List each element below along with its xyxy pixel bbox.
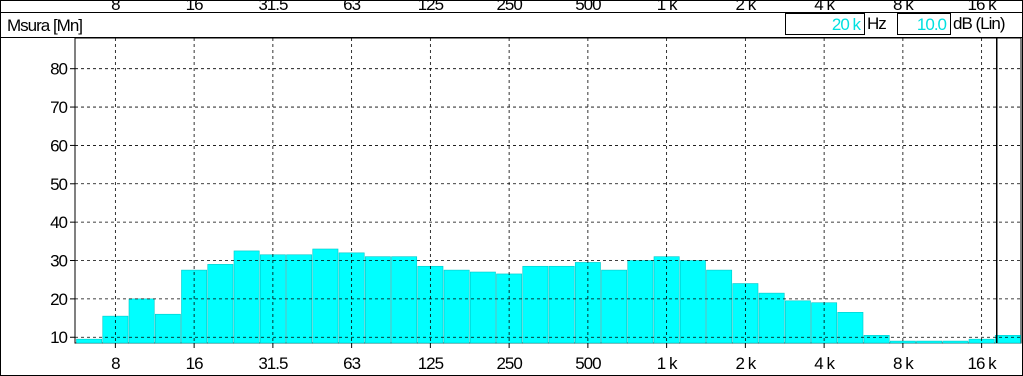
bar-20k <box>994 335 1021 344</box>
x-tick-label: 8 k <box>893 354 914 373</box>
x-tick-label: 16 <box>186 354 203 373</box>
y-tick-label: 30 <box>50 252 67 271</box>
bar-12.5k <box>942 340 969 344</box>
bar-25 <box>233 250 260 344</box>
y-tick-label: 10 <box>50 328 67 347</box>
bar-6.3k <box>863 335 890 344</box>
bar-10 <box>128 298 155 344</box>
spectrum-bar-chart[interactable]: 10 20 30 40 50 60 70 80 8 16 31.5 63 125 250 500 1 k 2 k… <box>0 38 1023 374</box>
chart-header: Msura [Mn] 20 k Hz 10.0 dB (Lin) <box>0 12 1023 38</box>
x-tick-label: 125 <box>418 354 444 373</box>
top-strip-label: 8 <box>111 0 120 12</box>
top-strip-label: 250 <box>496 0 522 12</box>
bar-100 <box>391 256 418 344</box>
x-tick-label: 2 k <box>736 354 757 373</box>
measurement-title: Msura [Mn] <box>7 16 83 35</box>
bar-800 <box>627 260 654 344</box>
bar-10k <box>916 340 943 344</box>
cursor-level-field[interactable]: 10.0 <box>897 13 951 35</box>
level-unit-label: dB (Lin) <box>953 14 1006 33</box>
top-strip-label: 8 k <box>893 0 914 12</box>
bar-1k <box>653 256 680 344</box>
x-tick-label: 250 <box>496 354 522 373</box>
bar-5k <box>837 312 864 344</box>
y-tick-label: 50 <box>50 175 67 194</box>
top-strip-label: 16 <box>186 0 203 12</box>
bar-3.15k <box>784 300 811 344</box>
x-tick-label: 16 k <box>968 354 998 373</box>
top-strip-label: 125 <box>418 0 444 12</box>
bar-1.25k <box>679 260 706 344</box>
bar-50 <box>312 248 339 344</box>
x-tick-label: 1 k <box>657 354 678 373</box>
top-strip-label: 4 k <box>814 0 835 12</box>
bar-200 <box>469 271 496 344</box>
bar-315 <box>522 265 549 344</box>
top-strip-label: 500 <box>575 0 601 12</box>
bar-6.3 <box>76 338 103 344</box>
x-tick-label: 4 k <box>814 354 835 373</box>
bar-160 <box>443 269 470 344</box>
x-tick-label: 500 <box>575 354 601 373</box>
y-tick-label: 80 <box>50 60 67 79</box>
bar-400 <box>548 265 575 344</box>
y-tick-label: 70 <box>50 98 67 117</box>
top-strip-label: 2 k <box>736 0 757 12</box>
bar-12.5 <box>154 313 181 344</box>
y-tick-label: 20 <box>50 290 67 309</box>
x-tick-label: 63 <box>343 354 360 373</box>
top-strip-label: 63 <box>343 0 360 12</box>
bar-2.5k <box>758 292 785 344</box>
top-strip-label: 1 k <box>657 0 678 12</box>
frequency-unit-label: Hz <box>867 14 887 33</box>
cursor-frequency-field[interactable]: 20 k <box>785 13 865 35</box>
y-tick-label: 40 <box>50 213 67 232</box>
top-strip-label: 31.5 <box>258 0 288 12</box>
x-tick-label: 8 <box>111 354 120 373</box>
bar-20 <box>207 264 234 344</box>
bar-1.6k <box>706 269 733 344</box>
top-strip-label: 16 k <box>968 0 998 12</box>
y-tick-label: 60 <box>50 136 67 155</box>
top-frequency-strip: 8 16 31.5 63 125 250 500 1 k 2 k 4 k 8 k 16 k <box>0 0 1023 12</box>
bar-80 <box>364 256 391 344</box>
x-tick-label: 31.5 <box>258 354 288 373</box>
bar-8k <box>889 340 916 344</box>
bar-630 <box>601 269 628 344</box>
